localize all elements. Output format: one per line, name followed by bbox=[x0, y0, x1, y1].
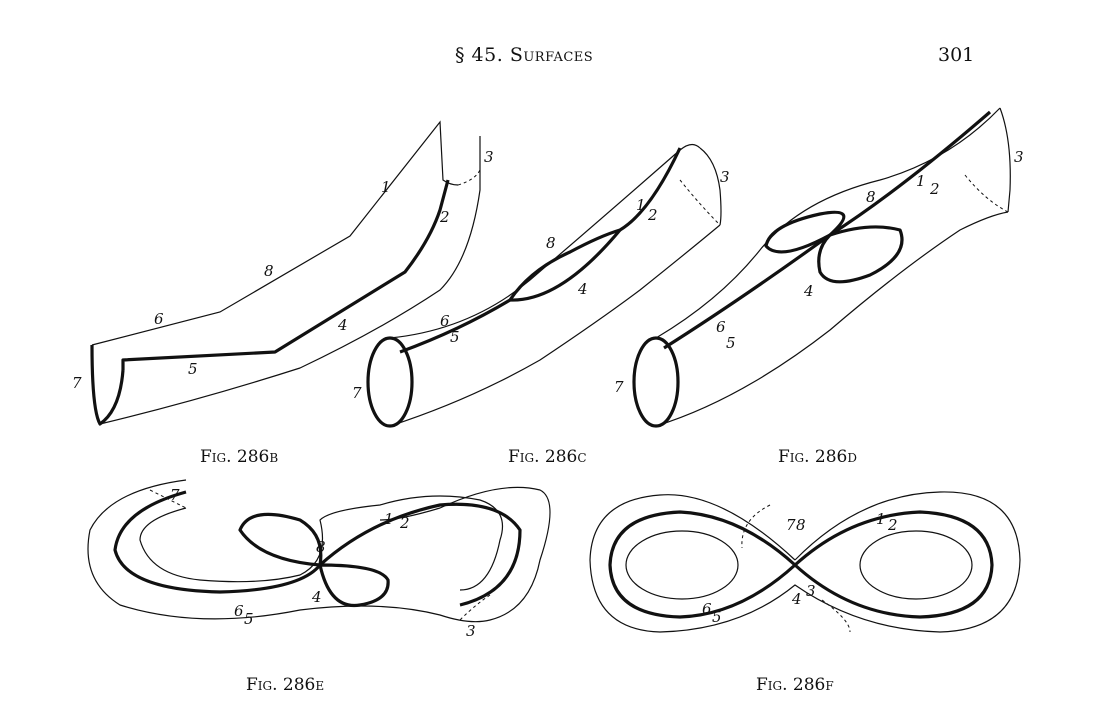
hidden-end-left bbox=[149, 489, 187, 509]
torus-outer-outline bbox=[589, 491, 1021, 633]
label-2: 2 bbox=[399, 514, 410, 532]
strip-thick-edge bbox=[121, 179, 450, 370]
running-header: § 45. Surfaces bbox=[455, 44, 593, 66]
label-4: 4 bbox=[311, 588, 322, 606]
figure-286f: 7 8 1 2 6 5 4 3 Fig. 286f bbox=[589, 491, 1021, 695]
tube-core-line bbox=[663, 110, 992, 350]
label-5: 5 bbox=[450, 328, 460, 346]
label-2: 2 bbox=[929, 180, 940, 198]
figure-286c: 7 3 1 2 8 4 6 5 Fig. 286c bbox=[352, 143, 730, 467]
label-5: 5 bbox=[712, 608, 722, 626]
hole-left bbox=[625, 530, 739, 600]
hole-right bbox=[859, 530, 973, 600]
strip-outer-edge bbox=[91, 120, 459, 346]
strip-hidden-edge bbox=[457, 169, 481, 186]
label-7: 7 bbox=[614, 378, 624, 396]
label-7: 7 bbox=[786, 516, 796, 534]
figure-eight-core bbox=[608, 510, 994, 619]
label-5: 5 bbox=[726, 334, 736, 352]
label-1: 1 bbox=[916, 172, 926, 190]
label-4: 4 bbox=[791, 590, 802, 608]
section-number: § 45. bbox=[455, 44, 504, 66]
caption-286e: Fig. 286e bbox=[246, 675, 324, 695]
page-number: 301 bbox=[938, 44, 975, 66]
label-6: 6 bbox=[154, 310, 164, 328]
tube-hidden-end bbox=[964, 174, 1009, 213]
hidden-cut-right bbox=[821, 599, 851, 633]
label-6: 6 bbox=[234, 602, 244, 620]
label-4: 4 bbox=[337, 316, 348, 334]
figure-286b: 7 3 1 2 8 4 6 5 Fig. 286b bbox=[72, 120, 494, 467]
label-1: 1 bbox=[384, 510, 394, 528]
label-6: 6 bbox=[716, 318, 726, 336]
strip-left-end bbox=[90, 344, 125, 426]
hidden-end-right bbox=[459, 594, 491, 621]
loop-right bbox=[817, 225, 904, 284]
label-3: 3 bbox=[484, 148, 494, 166]
label-1: 1 bbox=[381, 178, 391, 196]
loop-left bbox=[764, 210, 846, 254]
tube-hidden-end bbox=[679, 179, 721, 226]
loop-lower bbox=[318, 563, 390, 608]
strip-front-edge bbox=[99, 136, 481, 425]
tube-right-end bbox=[999, 107, 1011, 213]
label-8: 8 bbox=[316, 538, 326, 556]
tube-lower-outline bbox=[655, 211, 1009, 427]
caption-286c: Fig. 286c bbox=[508, 447, 587, 467]
loop-upper bbox=[238, 512, 323, 567]
label-5: 5 bbox=[244, 610, 254, 628]
tube-upper-outline bbox=[389, 143, 701, 339]
label-6: 6 bbox=[440, 312, 450, 330]
tube-lower-outline bbox=[389, 224, 721, 427]
tube-lens-lower bbox=[509, 228, 622, 302]
label-1: 1 bbox=[876, 510, 886, 528]
figure-286d: 7 3 1 2 8 4 6 5 Fig. 286d bbox=[614, 107, 1024, 467]
label-3: 3 bbox=[806, 582, 816, 600]
label-7: 7 bbox=[352, 384, 362, 402]
tube-right-end bbox=[699, 147, 722, 226]
label-3: 3 bbox=[1014, 148, 1024, 166]
label-7: 7 bbox=[72, 374, 82, 392]
caption-286b: Fig. 286b bbox=[200, 447, 278, 467]
label-5: 5 bbox=[188, 360, 198, 378]
hidden-cut-left bbox=[741, 504, 771, 549]
tube-outer-outline bbox=[87, 479, 551, 623]
label-2: 2 bbox=[439, 208, 450, 226]
label-8: 8 bbox=[866, 188, 876, 206]
label-2: 2 bbox=[647, 206, 658, 224]
label-6: 6 bbox=[702, 600, 712, 618]
label-3: 3 bbox=[466, 622, 476, 640]
tube-upper-outline bbox=[655, 107, 1001, 339]
label-2: 2 bbox=[887, 516, 898, 534]
label-8: 8 bbox=[796, 516, 806, 534]
label-1: 1 bbox=[636, 196, 646, 214]
label-7: 7 bbox=[170, 486, 180, 504]
label-3: 3 bbox=[720, 168, 730, 186]
tube-inner-outline bbox=[139, 495, 504, 591]
section-title: Surfaces bbox=[509, 44, 594, 66]
caption-286d: Fig. 286d bbox=[778, 447, 857, 467]
label-8: 8 bbox=[264, 262, 274, 280]
label-8: 8 bbox=[546, 234, 556, 252]
figure-286e: 7 1 2 8 4 6 5 3 Fig. 286e bbox=[87, 479, 551, 695]
label-4: 4 bbox=[577, 280, 588, 298]
caption-286f: Fig. 286f bbox=[756, 675, 834, 695]
label-4: 4 bbox=[803, 282, 814, 300]
tube-core-line bbox=[399, 147, 682, 354]
tube-end-ellipse bbox=[632, 336, 680, 428]
